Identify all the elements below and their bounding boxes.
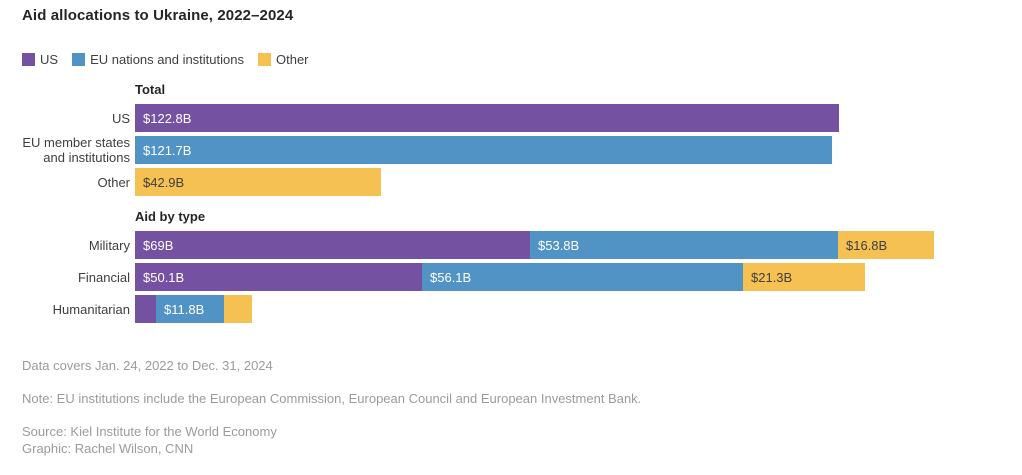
bar-value-label: $11.8B <box>164 301 205 317</box>
bar-segment <box>135 295 156 323</box>
row-label: Financial <box>77 269 130 285</box>
bar-value-label: $56.1B <box>430 269 472 285</box>
footnote-source: Source: Kiel Institute for the World Eco… <box>22 424 277 439</box>
bar-value-label: $121.7B <box>143 142 192 158</box>
bar-track: $50.1B $56.1B $21.3B <box>135 263 865 291</box>
row-label: Other <box>97 174 130 190</box>
bar-value-label: $50.1B <box>143 269 185 285</box>
legend-item: US <box>22 52 58 67</box>
section-header: Aid by type <box>135 209 206 224</box>
section-header: Total <box>135 82 166 97</box>
bar-segment: $50.1B <box>135 263 422 291</box>
chart-section: Total US $122.8B EU member states and insti… <box>0 82 1022 196</box>
legend: US EU nations and institutions Other <box>22 52 323 67</box>
legend-label: EU nations and institutions <box>90 52 244 67</box>
bar-track: $69B $53.8B $16.8B <box>135 231 934 259</box>
bar-track: $122.8B <box>135 104 839 132</box>
legend-swatch-icon <box>72 53 86 66</box>
chart-row: Other $42.9B <box>0 168 1022 196</box>
legend-label: Other <box>276 52 309 67</box>
bar-value-label: $53.8B <box>538 237 580 253</box>
legend-item: Other <box>258 52 309 67</box>
bar-segment <box>224 295 252 323</box>
bar-chart: Total US $122.8B EU member states and insti… <box>0 82 1022 327</box>
bar-value-label: $42.9B <box>143 174 185 190</box>
bar-segment: $16.8B <box>838 231 934 259</box>
row-label: US <box>111 110 130 126</box>
bar-segment: $69B <box>135 231 530 259</box>
bar-segment: $21.3B <box>743 263 865 291</box>
bar-value-label: $16.8B <box>846 237 888 253</box>
bar-track: $42.9B <box>135 168 381 196</box>
chart-row: Military $69B $53.8B $16.8B <box>0 231 1022 259</box>
bar-segment: $42.9B <box>135 168 381 196</box>
bar-value-label: $122.8B <box>143 110 192 126</box>
legend-swatch-icon <box>22 53 35 66</box>
footnote-note: Note: EU institutions include the Europe… <box>22 391 642 406</box>
row-label: Humanitarian <box>52 301 130 317</box>
bar-track: $121.7B <box>135 136 832 164</box>
row-label: EU member states and institutions <box>22 135 130 165</box>
bar-value-label: $69B <box>143 237 174 253</box>
bar-segment: $53.8B <box>530 231 838 259</box>
chart-row: US $122.8B <box>0 104 1022 132</box>
bar-segment: $11.8B <box>156 295 224 323</box>
chart-row: EU member states and institutions $121.7B <box>0 135 1022 165</box>
row-label: Military <box>88 237 130 253</box>
footnote-coverage: Data covers Jan. 24, 2022 to Dec. 31, 20… <box>22 358 273 373</box>
chart-title: Aid allocations to Ukraine, 2022–2024 <box>22 7 294 24</box>
bar-value-label: $21.3B <box>751 269 793 285</box>
legend-label: US <box>40 52 59 67</box>
footnote-credit: Graphic: Rachel Wilson, CNN <box>22 441 194 456</box>
chart-section: Aid by type Military $69B $53.8B $16.8B Finan… <box>0 209 1022 323</box>
legend-item: EU nations and institutions <box>72 52 244 67</box>
chart-row: Humanitarian $11.8B <box>0 295 1022 323</box>
bar-segment: $121.7B <box>135 136 832 164</box>
bar-segment: $56.1B <box>422 263 743 291</box>
bar-track: $11.8B <box>135 295 252 323</box>
bar-segment: $122.8B <box>135 104 839 132</box>
chart-row: Financial $50.1B $56.1B $21.3B <box>0 263 1022 291</box>
legend-swatch-icon <box>258 53 271 66</box>
